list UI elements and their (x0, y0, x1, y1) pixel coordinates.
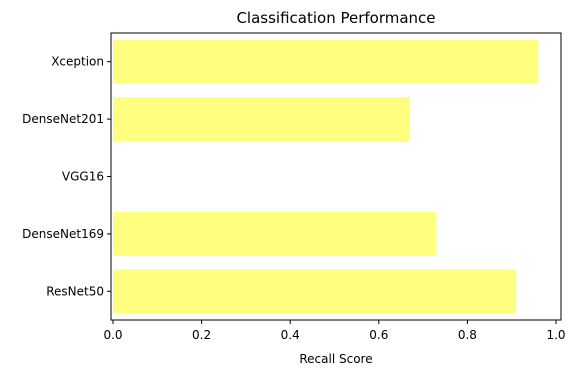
bars-group (113, 39, 539, 314)
x-tick-label: 0.6 (369, 328, 388, 342)
y-tick-label: DenseNet169 (22, 227, 104, 241)
y-tick-label: DenseNet201 (22, 112, 104, 126)
x-axis-label: Recall Score (299, 352, 372, 366)
y-tick-label: Xception (51, 55, 104, 69)
x-tick-label: 0.4 (281, 328, 300, 342)
bar-densenet169 (113, 211, 437, 256)
bar-xception (113, 39, 539, 84)
bar-resnet50 (113, 269, 517, 314)
x-tick-label: 0.2 (192, 328, 211, 342)
x-tick-label: 1.0 (546, 328, 565, 342)
y-tick-label: VGG16 (62, 170, 104, 184)
chart-title: Classification Performance (236, 9, 435, 27)
x-tick-label: 0.0 (103, 328, 122, 342)
bar-densenet201 (113, 97, 410, 142)
x-tick-label: 0.8 (458, 328, 477, 342)
y-axis: ResNet50 DenseNet169 VGG16 DenseNet201 Xcept… (22, 55, 111, 298)
x-axis: 0.0 0.2 0.4 0.6 0.8 1.0 (103, 320, 566, 342)
y-tick-label: ResNet50 (46, 284, 104, 298)
